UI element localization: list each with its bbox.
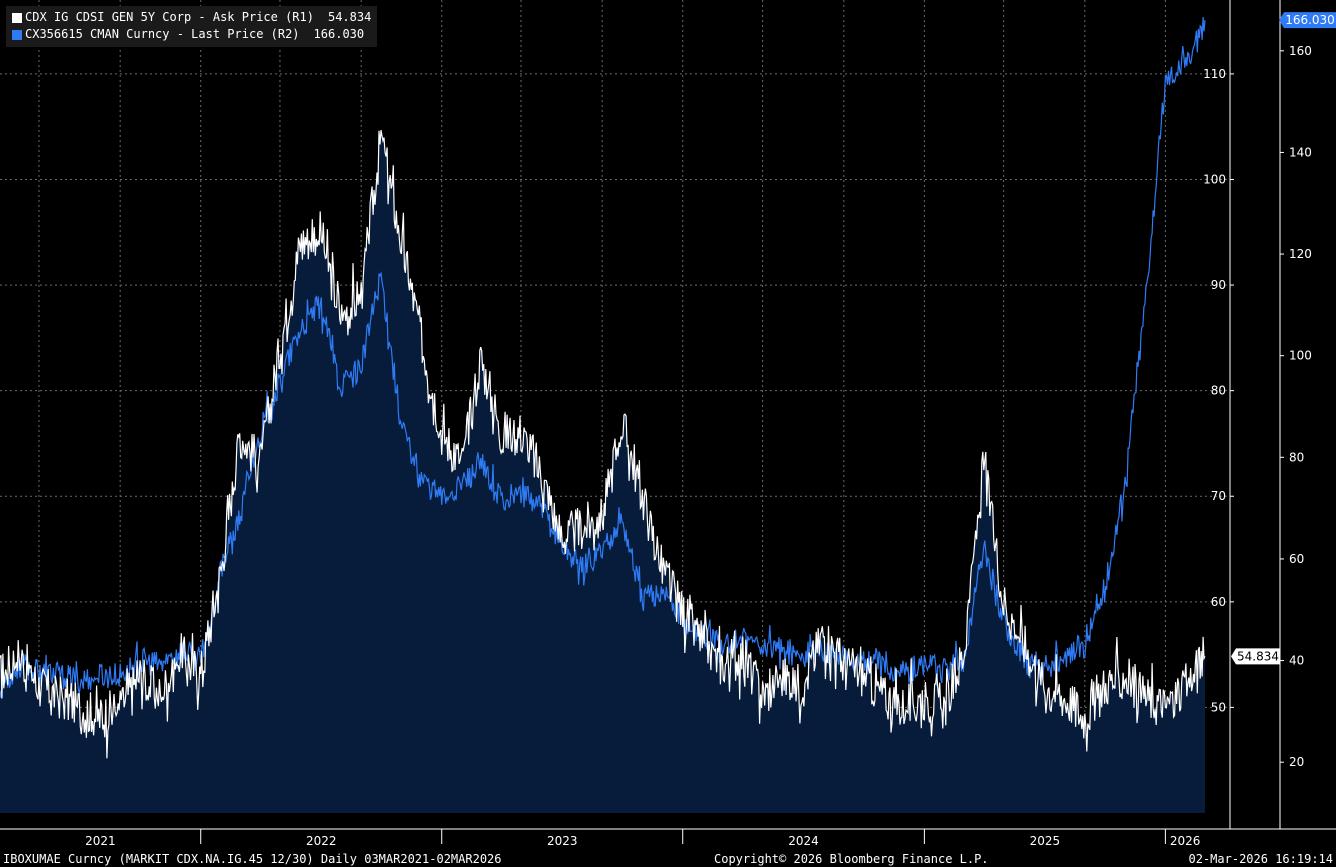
- legend-label-cdx: CDX IG CDSI GEN 5Y Corp - Ask Price (R1): [25, 10, 314, 24]
- legend-item-cdx: CDX IG CDSI GEN 5Y Corp - Ask Price (R1)…: [12, 9, 371, 26]
- r2-tick-label: 100: [1289, 349, 1312, 363]
- footer-timestamp: 02-Mar-2026 16:19:14: [1188, 852, 1334, 866]
- x-tick-label: 2026: [1170, 834, 1201, 848]
- legend-label-cman: CX356615 CMAN Curncy - Last Price (R2): [25, 27, 300, 41]
- x-tick-label: 2021: [85, 834, 116, 848]
- legend-swatch-cdx: [12, 12, 22, 23]
- r1-tick-label: 50: [1211, 700, 1226, 714]
- r1-tick-label: 70: [1211, 489, 1226, 503]
- legend: CDX IG CDSI GEN 5Y Corp - Ask Price (R1)…: [6, 6, 378, 47]
- r1-tick-label: 80: [1211, 384, 1226, 398]
- cdx-area: [0, 130, 1205, 813]
- cdx-line: [0, 129, 1206, 759]
- r2-tick-label: 40: [1289, 654, 1304, 668]
- legend-swatch-cman: [12, 29, 22, 40]
- r1-tick-label: 90: [1211, 278, 1226, 292]
- r2-tick-label: 160: [1289, 44, 1312, 58]
- last-value-label: 54.834: [1237, 649, 1279, 663]
- footer-copyright: Copyright© 2026 Bloomberg Finance L.P.: [714, 852, 989, 866]
- x-tick-label: 2024: [788, 834, 819, 848]
- series-lines: [0, 17, 1206, 759]
- legend-item-cman: CX356615 CMAN Curncy - Last Price (R2) 1…: [12, 26, 371, 43]
- axes: 50 60 70 80 90 100 110 20 40 60 80 100 120 140 160 2021…: [0, 0, 1336, 848]
- cdx-area-fill: [0, 130, 1205, 813]
- x-tick-label: 2025: [1030, 834, 1061, 848]
- r2-tick-label: 120: [1289, 247, 1312, 261]
- r2-tick-label: 80: [1289, 450, 1304, 464]
- r2-tick-label: 20: [1289, 755, 1304, 769]
- x-tick-label: 2022: [306, 834, 337, 848]
- r1-tick-label: 60: [1211, 595, 1226, 609]
- legend-value-cman: 166.030: [313, 27, 365, 41]
- last-value-label: 166.030: [1285, 13, 1335, 27]
- r2-tick-label: 60: [1289, 552, 1304, 566]
- r1-tick-label: 100: [1203, 172, 1226, 186]
- legend-value-cdx: 54.834: [327, 10, 372, 24]
- r2-last-value-tag: [1279, 12, 1336, 29]
- footer-security: IBOXUMAE Curncy (MARKIT CDX.NA.IG.45 12/…: [3, 852, 502, 866]
- r2-tick-label: 140: [1289, 145, 1312, 159]
- r1-tick-label: 110: [1203, 67, 1226, 81]
- x-tick-label: 2023: [547, 834, 578, 848]
- r1-last-value-tag: [1231, 648, 1280, 665]
